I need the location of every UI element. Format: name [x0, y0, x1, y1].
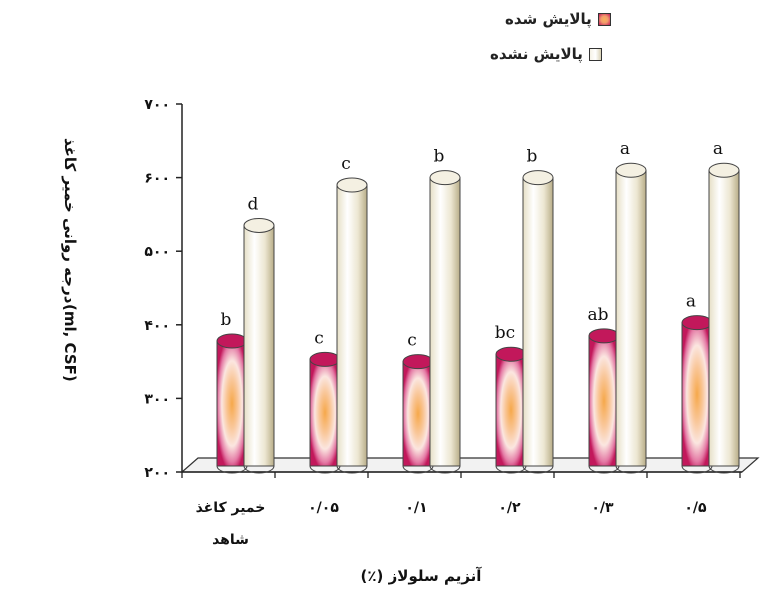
bar-refined — [588, 328, 620, 474]
bar-base — [429, 465, 461, 474]
data-label: c — [314, 328, 324, 348]
bar-unrefined — [336, 177, 368, 474]
y-tick-label: ۳۰۰ — [144, 391, 170, 407]
bar-refined — [495, 346, 527, 474]
x-axis-title-text: آنزیم سلولاز (٪) — [360, 567, 482, 585]
bar-body — [588, 335, 620, 467]
data-label: b — [527, 147, 538, 167]
x-tick-label: ۰/۰۵ — [308, 500, 339, 516]
bar-base — [522, 465, 554, 474]
data-label: a — [620, 139, 630, 159]
bar-body — [522, 177, 554, 467]
bar-base — [681, 465, 713, 474]
bar-unrefined — [243, 217, 275, 474]
bar-body — [681, 322, 713, 467]
data-label: ab — [587, 305, 608, 325]
x-tick-label: ۰/۱ — [405, 500, 427, 516]
bar-base — [588, 465, 620, 474]
bar-cap — [402, 354, 434, 370]
bar-cap — [495, 346, 527, 362]
bar-body — [708, 169, 740, 467]
bar-body — [309, 358, 341, 467]
x-tick-label: ۰/۵ — [684, 500, 707, 516]
legend-label-unrefined: پالایش نشده — [490, 45, 583, 63]
data-label: c — [341, 154, 351, 174]
bar-base — [615, 465, 647, 474]
legend-item-unrefined: پالایش نشده — [490, 45, 602, 63]
x-axis-title: آنزیم سلولاز (٪) — [0, 567, 762, 585]
legend-swatch-refined — [597, 12, 611, 26]
bars — [216, 162, 740, 474]
bar-cap — [708, 162, 740, 178]
bar-refined — [309, 351, 341, 474]
bar-base — [402, 465, 434, 474]
bar-cap — [681, 315, 713, 331]
bar-refined — [216, 333, 248, 474]
bar-unrefined — [522, 170, 554, 474]
bar-base — [243, 465, 275, 474]
data-label: d — [248, 194, 259, 214]
x-tick-label: ۰/۳ — [591, 500, 614, 516]
y-tick-label: ۵۰۰ — [144, 244, 170, 260]
y-axis-title-line2: (ml, CSF) — [61, 303, 79, 382]
bar-body — [336, 184, 368, 467]
data-label: bc — [495, 323, 515, 343]
bar-unrefined — [429, 170, 461, 474]
bar-cap — [522, 170, 554, 186]
bar-unrefined — [708, 162, 740, 474]
y-tick-label: ۷۰۰ — [144, 97, 170, 113]
bar-body — [615, 169, 647, 467]
bar-cap — [588, 328, 620, 344]
bar-cap — [216, 333, 248, 349]
data-label: b — [434, 147, 445, 167]
bar-body — [495, 353, 527, 467]
bar-body — [429, 177, 461, 467]
bar-base — [708, 465, 740, 474]
bar-refined — [681, 315, 713, 474]
data-label: b — [221, 310, 232, 330]
bar-unrefined — [615, 162, 647, 474]
legend-item-refined: پالایش شده — [505, 10, 611, 28]
y-tick-label: ۲۰۰ — [144, 465, 170, 481]
bar-base — [495, 465, 527, 474]
y-axis-title-line1: درجه روانی خمیر کاغذ — [61, 138, 79, 304]
legend-label-refined: پالایش شده — [505, 10, 592, 28]
bar-refined — [402, 354, 434, 474]
bar-base — [309, 465, 341, 474]
data-label: a — [686, 292, 696, 312]
bar-cap — [615, 162, 647, 178]
bar-base — [216, 465, 248, 474]
legend-swatch-unrefined — [588, 47, 602, 61]
bar-body — [402, 361, 434, 467]
bar-cap — [243, 217, 275, 233]
bar-body — [216, 340, 248, 467]
data-label: a — [713, 139, 723, 159]
bar-cap — [429, 170, 461, 186]
y-tick-label: ۴۰۰ — [144, 318, 170, 334]
bar-cap — [309, 351, 341, 367]
y-tick-label: ۶۰۰ — [144, 171, 170, 187]
data-label: c — [407, 331, 417, 351]
x-tick-label: خمیر کاغذ — [196, 500, 266, 516]
bar-cap — [336, 177, 368, 193]
x-tick-label: ۰/۲ — [498, 500, 521, 516]
bar-body — [243, 224, 275, 467]
y-axis-title: درجه روانی خمیر کاغذ (ml, CSF) — [12, 110, 82, 410]
x-tick-label: شاهد — [212, 532, 249, 548]
bar-base — [336, 465, 368, 474]
